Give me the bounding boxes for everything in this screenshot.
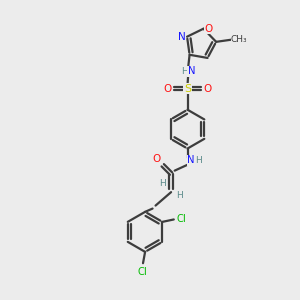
Text: N: N — [178, 32, 186, 42]
Text: CH₃: CH₃ — [231, 35, 247, 44]
Text: H: H — [159, 179, 166, 188]
Text: Cl: Cl — [138, 267, 148, 277]
Text: H: H — [176, 190, 183, 200]
Text: N: N — [187, 155, 195, 166]
Text: O: O — [164, 84, 172, 94]
Text: O: O — [205, 24, 213, 34]
Text: S: S — [184, 84, 191, 94]
Text: O: O — [153, 154, 161, 164]
Text: H: H — [195, 156, 202, 165]
Text: N: N — [188, 66, 195, 76]
Text: H: H — [181, 67, 188, 76]
Text: O: O — [203, 84, 211, 94]
Text: Cl: Cl — [176, 214, 186, 224]
